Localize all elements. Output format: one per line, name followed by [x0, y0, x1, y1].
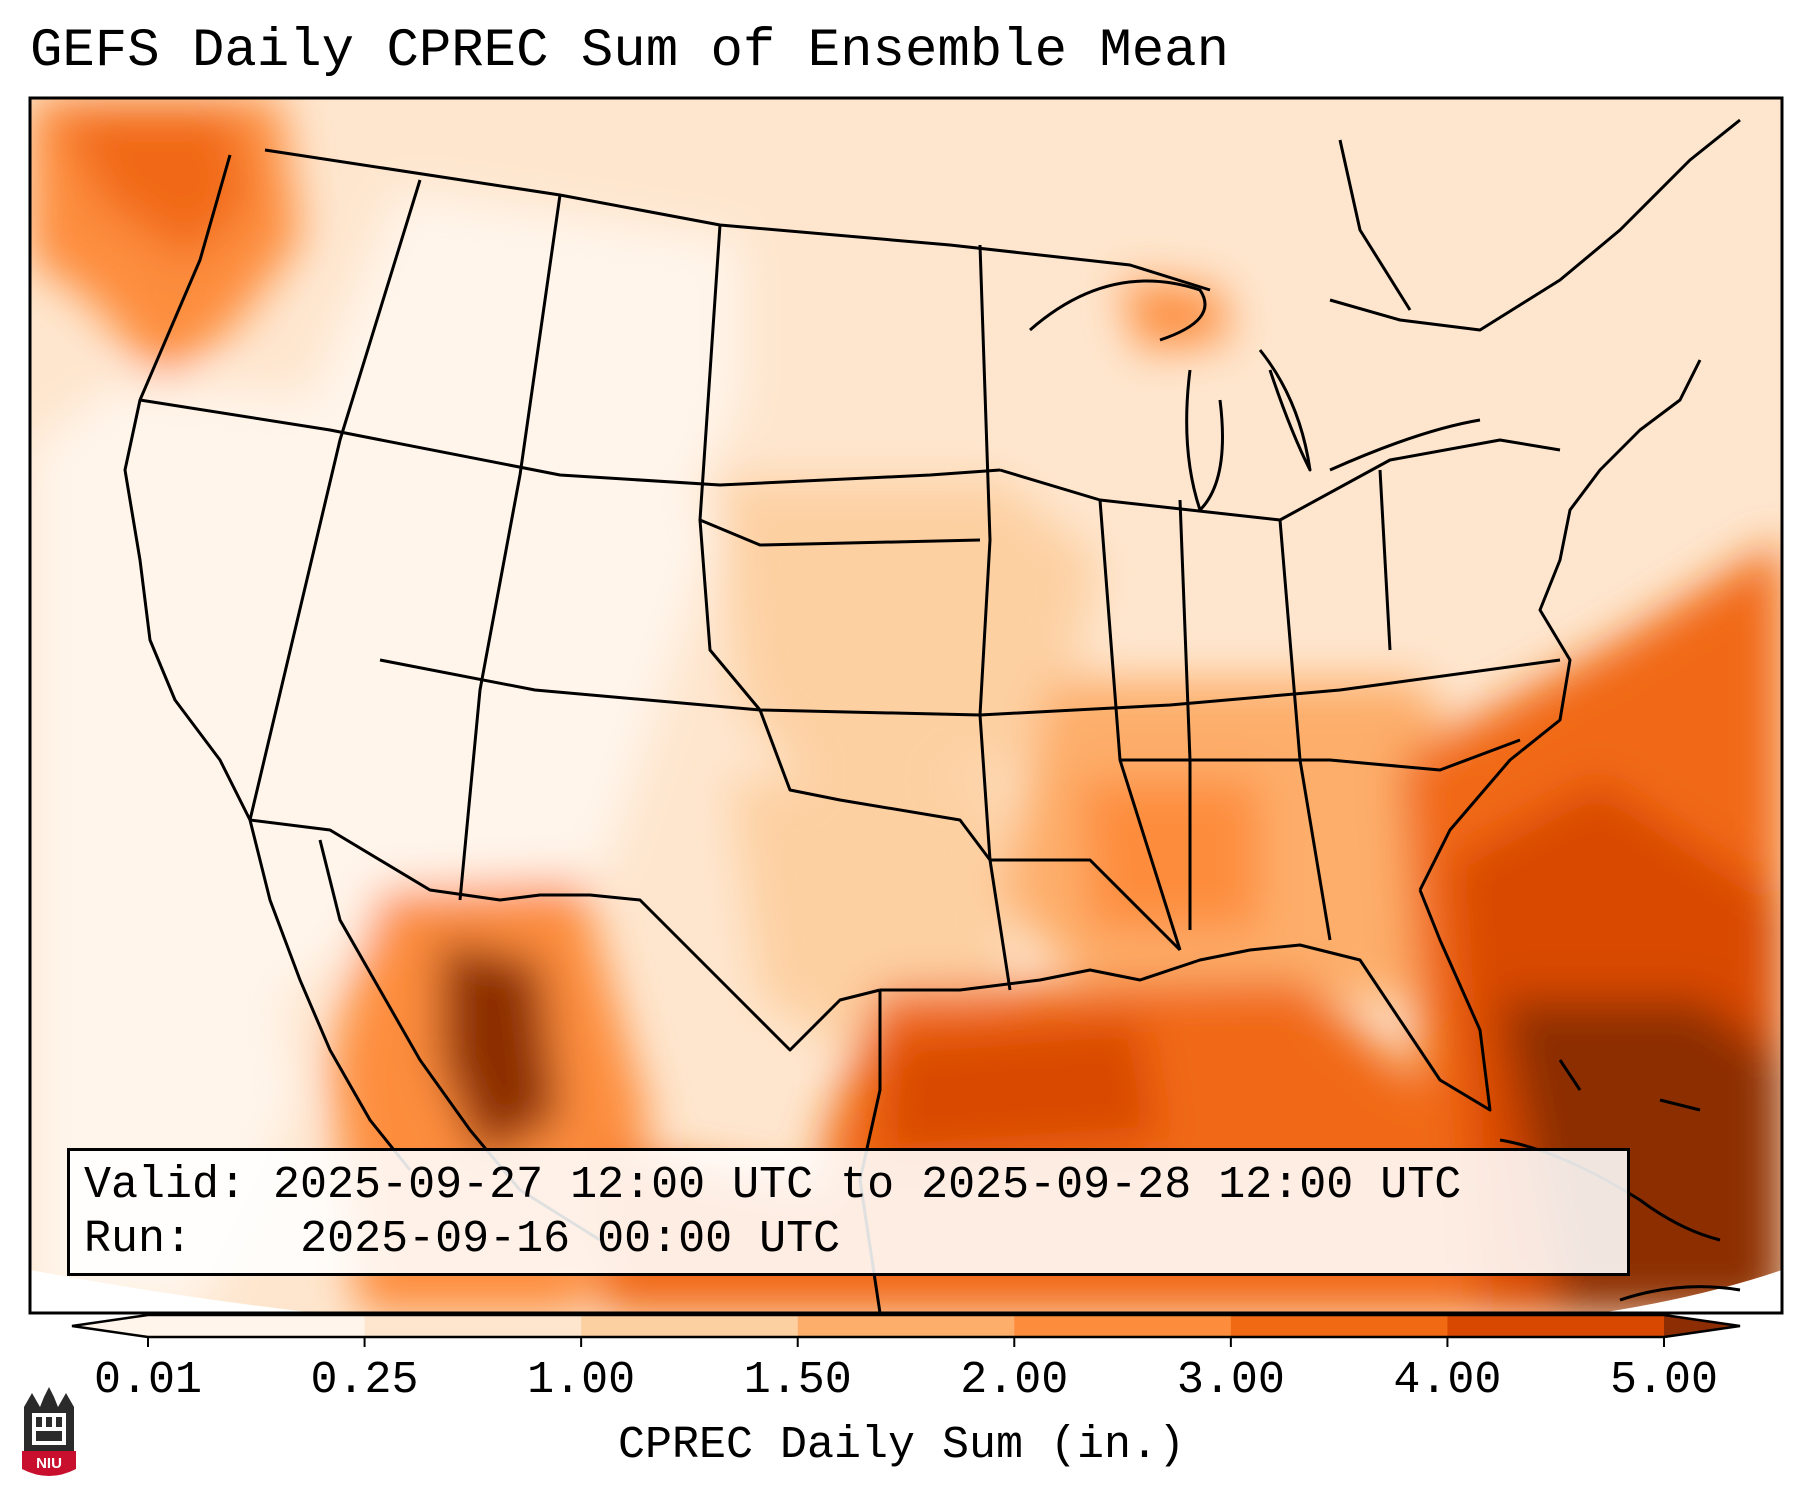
valid-label: Valid:	[84, 1160, 247, 1211]
run-label: Run:	[84, 1214, 193, 1265]
colorbar-extend-low	[72, 1315, 148, 1337]
colorbar-segment	[1014, 1315, 1232, 1337]
colorbar-tick-label: 0.01	[93, 1355, 203, 1406]
colorbar-tick-label: 5.00	[1609, 1355, 1719, 1406]
colorbar-segment	[1447, 1315, 1665, 1337]
precip-plains	[720, 480, 1100, 800]
chart-title: GEFS Daily CPREC Sum of Ensemble Mean	[30, 21, 1229, 82]
colorbar-segment	[148, 1315, 366, 1337]
colorbar-tick-label: 4.00	[1393, 1355, 1502, 1406]
projection-edge-left	[30, 1270, 317, 1313]
logo-text: NIU	[36, 1455, 62, 1472]
colorbar-segment	[797, 1315, 1015, 1337]
colorbar-segment	[1230, 1315, 1448, 1337]
precip-mexico-core	[440, 940, 560, 1160]
map-frame	[28, 96, 1784, 1315]
niu-logo: NIU	[22, 1387, 76, 1476]
colorbar-segment	[581, 1315, 799, 1337]
projection-edge-right	[1600, 1270, 1782, 1313]
valid-time: 2025-09-27 12:00 UTC to 2025-09-28 12:00…	[273, 1160, 1462, 1211]
colorbar-extend-high	[1664, 1315, 1740, 1337]
precip-pnw-core	[60, 110, 250, 260]
colorbar-segment	[364, 1315, 582, 1337]
colorbar-tick-label: 1.00	[527, 1355, 636, 1406]
state-borders	[123, 118, 1741, 1112]
colorbar-tick-label: 2.00	[960, 1355, 1069, 1406]
precip-gulf-core	[880, 1020, 1160, 1160]
colorbar-outline	[71, 1313, 1741, 1339]
run-time: 2025-09-16 00:00 UTC	[300, 1214, 841, 1265]
colorbar-tick-label: 1.50	[743, 1355, 852, 1406]
colorbar-tick-label: 0.25	[310, 1355, 419, 1406]
precip-miss-alab	[1080, 780, 1260, 930]
valid-run-box: Valid: 2025-09-27 12:00 UTC to 2025-09-2…	[67, 1148, 1630, 1276]
colorbar-tick-label: 3.00	[1176, 1355, 1285, 1406]
colorbar-label: CPREC Daily Sum (in.)	[617, 1420, 1186, 1471]
